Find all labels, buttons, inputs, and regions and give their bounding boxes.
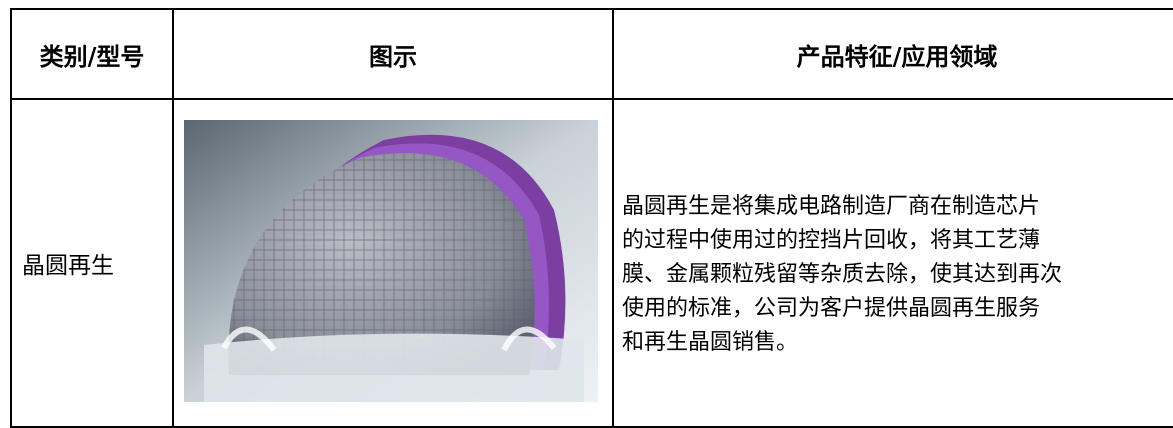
- image-cell: [172, 98, 614, 428]
- header-text: 类别/型号: [39, 41, 145, 71]
- header-text: 图示: [369, 41, 417, 71]
- description-line: 膜、金属颗粒残留等杂质去除，使其达到再次: [622, 262, 1063, 287]
- description-line: 和再生晶圆销售。: [622, 330, 799, 355]
- category-text: 晶圆再生: [22, 253, 114, 279]
- description-line: 的过程中使用过的控挡片回收，将其工艺薄: [622, 228, 1041, 253]
- header-cell: 类别/型号: [10, 8, 174, 100]
- description-line: 使用的标准，公司为客户提供晶圆再生服务: [622, 296, 1041, 321]
- description-cell: 晶圆再生是将集成电路制造厂商在制造芯片 的过程中使用过的控挡片回收，将其工艺薄 膜、…: [612, 98, 1173, 428]
- description-line: 晶圆再生是将集成电路制造厂商在制造芯片: [622, 194, 1041, 219]
- wafer-image: [184, 120, 598, 402]
- header-cell: 产品特征/应用领域: [612, 8, 1173, 100]
- header-text: 产品特征/应用领域: [796, 41, 998, 71]
- header-cell: 图示: [172, 8, 614, 100]
- page: 类别/型号 图示 产品特征/应用领域 晶圆再生 晶: [10, 8, 1173, 428]
- table: 类别/型号 图示 产品特征/应用领域 晶圆再生 晶: [10, 8, 1173, 428]
- category-cell: 晶圆再生: [10, 98, 174, 428]
